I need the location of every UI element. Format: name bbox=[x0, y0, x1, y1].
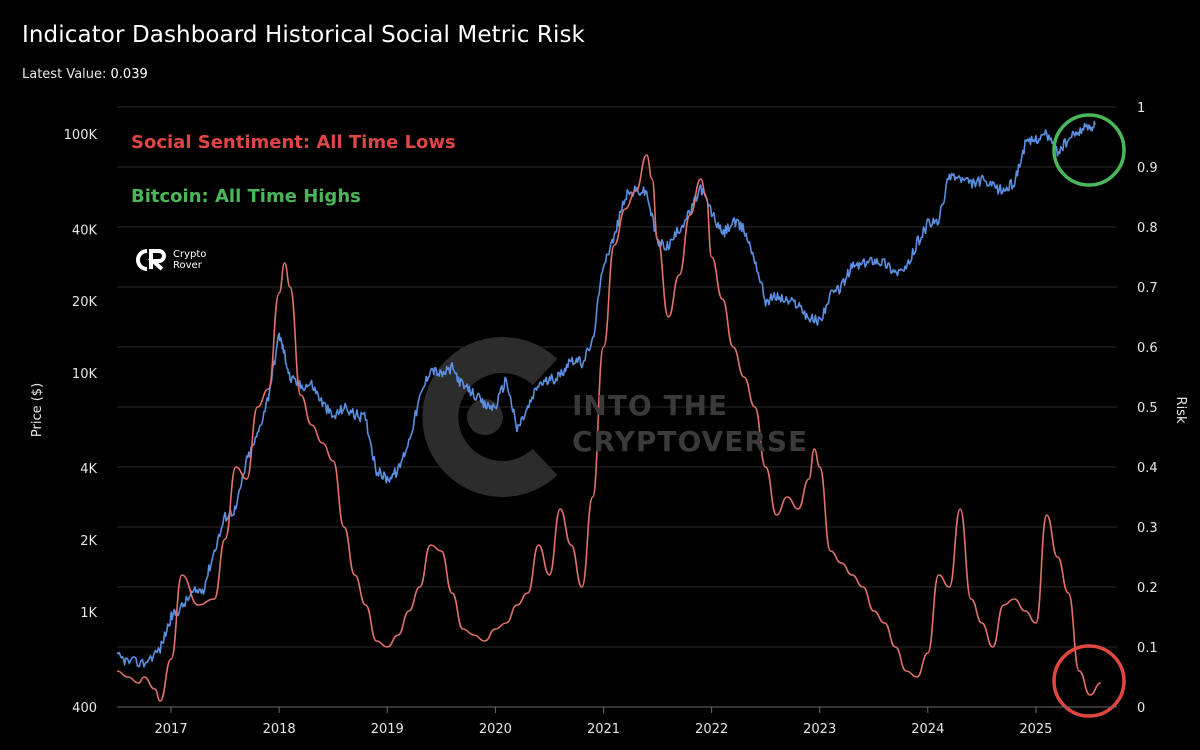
y-right-tick-label: 0.2 bbox=[1137, 581, 1158, 596]
y-left-tick-label: 40K bbox=[72, 223, 98, 238]
logo-line1: Crypto bbox=[173, 249, 207, 260]
axes: 0 0.1 0.2 0.3 0.4 0.5 0.6 0.7 0.8 0.9 1 400 1K 2K 4K 10… bbox=[30, 101, 1188, 737]
y-left-tick-label: 20K bbox=[72, 295, 98, 310]
logo-line2: Rover bbox=[173, 260, 202, 271]
risk-series-line bbox=[116, 154, 1102, 702]
crypto-rover-icon bbox=[136, 249, 166, 271]
y-left-tick-label: 100K bbox=[64, 128, 98, 143]
y-left-tick-label: 10K bbox=[72, 367, 98, 382]
y-right-tick-label: 0.6 bbox=[1137, 341, 1158, 356]
x-tick-label: 2019 bbox=[371, 722, 404, 737]
y-right-tick-label: 0.5 bbox=[1137, 401, 1158, 416]
y-right-tick-label: 0.3 bbox=[1137, 521, 1158, 536]
x-tick-label: 2023 bbox=[803, 722, 836, 737]
latest-value-label: Latest Value: bbox=[22, 67, 107, 82]
y-left-tick-label: 2K bbox=[80, 534, 97, 549]
watermark-dot bbox=[467, 399, 503, 435]
series-layer bbox=[116, 120, 1102, 702]
y-left-tick-label: 1K bbox=[80, 606, 97, 621]
price-series-line bbox=[116, 120, 1096, 668]
y-left-tick-label: 4K bbox=[80, 462, 97, 477]
red-highlight-circle bbox=[1052, 644, 1126, 718]
latest-value: 0.039 bbox=[110, 67, 148, 82]
watermark: INTO THE CRYPTOVERSE bbox=[572, 388, 808, 460]
green-highlight-circle bbox=[1052, 113, 1126, 187]
y-right-tick-label: 0.8 bbox=[1137, 221, 1158, 236]
watermark-line2: CRYPTOVERSE bbox=[572, 425, 809, 458]
y-right-tick-label: 0.9 bbox=[1137, 161, 1158, 176]
y-right-tick-label: 0.4 bbox=[1137, 461, 1158, 476]
y-right-tick-label: 0.1 bbox=[1137, 641, 1158, 656]
chart-title: Indicator Dashboard Historical Social Me… bbox=[22, 22, 585, 48]
annotation-bitcoin: Bitcoin: All Time Highs bbox=[131, 186, 361, 207]
y-right-axis-title: Risk bbox=[1173, 397, 1188, 424]
x-tick-label: 2021 bbox=[587, 722, 620, 737]
latest-value-row: Latest Value: 0.039 bbox=[22, 67, 148, 82]
x-tick-label: 2020 bbox=[479, 722, 512, 737]
x-tick-label: 2022 bbox=[695, 722, 728, 737]
y-right-tick-label: 0 bbox=[1137, 701, 1145, 716]
y-right-tick-label: 0.7 bbox=[1137, 281, 1158, 296]
y-left-axis-title: Price ($) bbox=[30, 383, 45, 437]
annotation-social-sentiment: Social Sentiment: All Time Lows bbox=[131, 132, 456, 153]
watermark-line1: INTO THE bbox=[572, 389, 729, 422]
watermark-logo-icon bbox=[422, 337, 558, 497]
x-tick-label: 2024 bbox=[911, 722, 944, 737]
highlight-circles bbox=[1052, 113, 1126, 718]
watermark-c-shape bbox=[422, 337, 558, 497]
y-left-tick-label: 400 bbox=[72, 701, 97, 716]
x-tick-label: 2018 bbox=[263, 722, 296, 737]
y-right-tick-label: 1 bbox=[1137, 101, 1145, 116]
x-tick-label: 2017 bbox=[155, 722, 188, 737]
x-tick-label: 2025 bbox=[1019, 722, 1052, 737]
crypto-rover-logo: Crypto Rover bbox=[133, 247, 206, 273]
